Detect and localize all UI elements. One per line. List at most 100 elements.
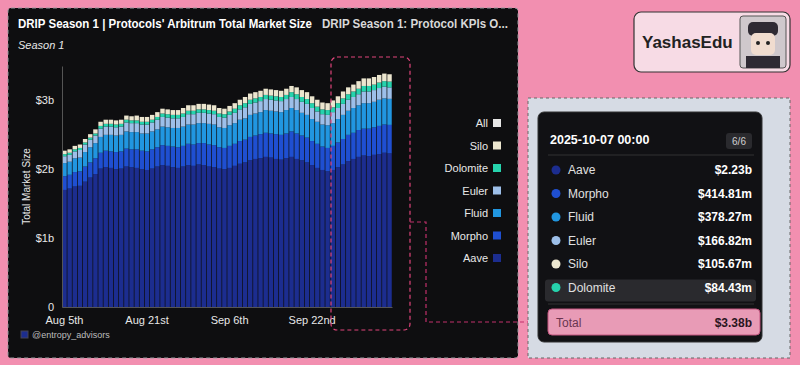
tooltip-row-highlight xyxy=(545,280,756,302)
bar xyxy=(150,169,154,307)
bar xyxy=(387,153,391,307)
legend-swatch xyxy=(493,254,501,262)
bar xyxy=(315,144,319,168)
bar xyxy=(145,170,149,307)
bar xyxy=(367,156,371,307)
bar xyxy=(155,120,159,130)
bar xyxy=(382,74,386,82)
bar xyxy=(181,117,185,127)
bar xyxy=(253,102,257,113)
bar xyxy=(258,97,262,101)
bar xyxy=(289,86,293,92)
page-root: DRIP Season 1 | Protocols' Arbitrum Tota… xyxy=(0,0,800,365)
y-tick-label: $3b xyxy=(36,94,54,106)
bar xyxy=(253,114,257,136)
x-tick-label: Sep 6th xyxy=(211,314,249,326)
bar xyxy=(207,144,211,166)
bar xyxy=(124,149,128,167)
bar-series xyxy=(62,153,391,307)
bar xyxy=(315,100,319,107)
bar xyxy=(284,133,288,158)
bar xyxy=(325,148,329,171)
tooltip-swatch xyxy=(552,213,561,222)
bar xyxy=(315,107,319,112)
bar xyxy=(377,100,381,126)
legend-label: Aave xyxy=(463,252,488,264)
bar xyxy=(145,117,149,122)
bar xyxy=(227,125,231,146)
bar xyxy=(284,110,288,133)
bar xyxy=(320,114,324,124)
bar xyxy=(372,77,376,85)
bar xyxy=(78,186,82,307)
bar xyxy=(212,114,216,124)
bar xyxy=(238,105,242,109)
bar xyxy=(356,105,360,130)
y-axis: 0$1b$2b$3b xyxy=(36,67,63,314)
tooltip-total-box xyxy=(548,309,760,335)
tooltip: 2025-10-07 00:006/6Aave$2.23bMorpho$414.… xyxy=(528,98,790,358)
bar xyxy=(258,134,262,158)
bar xyxy=(155,167,159,307)
bar xyxy=(336,167,340,307)
bar xyxy=(114,169,118,307)
bar xyxy=(248,137,252,160)
bar xyxy=(305,138,309,163)
y-tick: $3b xyxy=(36,94,62,106)
bar xyxy=(362,78,366,86)
bar xyxy=(305,104,309,115)
bar xyxy=(217,117,221,127)
bar xyxy=(310,96,314,103)
bar xyxy=(233,109,237,113)
bar xyxy=(372,90,376,102)
bar xyxy=(294,87,298,94)
bar xyxy=(176,128,180,147)
bar xyxy=(196,109,200,112)
source-label: @entropy_advisors xyxy=(32,330,110,340)
bar xyxy=(109,127,113,135)
bar xyxy=(119,151,123,168)
avatar-eye xyxy=(756,41,760,45)
bar xyxy=(258,112,262,134)
bar xyxy=(356,94,360,105)
bar xyxy=(186,144,190,165)
bar xyxy=(300,136,304,161)
bar xyxy=(165,146,169,166)
tooltip-value: $2.23b xyxy=(715,163,752,177)
bar xyxy=(93,143,97,158)
bar xyxy=(134,123,138,132)
bar xyxy=(140,133,144,150)
bar xyxy=(109,120,113,124)
background xyxy=(0,0,800,365)
bar xyxy=(140,122,144,125)
bar xyxy=(320,147,324,170)
bar xyxy=(165,114,169,117)
bar xyxy=(310,141,314,165)
bar xyxy=(160,114,164,117)
bar xyxy=(93,136,97,144)
badge-box xyxy=(634,12,790,72)
x-tick: Sep 22nd xyxy=(289,307,336,326)
bar xyxy=(78,148,82,150)
connector xyxy=(410,222,548,322)
bar xyxy=(160,165,164,307)
bar-series xyxy=(62,98,391,176)
bar xyxy=(387,82,391,88)
bar xyxy=(217,147,221,168)
bar xyxy=(191,111,195,114)
avatar xyxy=(740,16,786,68)
bar xyxy=(134,120,138,123)
bar xyxy=(160,127,164,146)
bar xyxy=(119,127,123,135)
tab-title: DRIP Season 1: Protocol KPIs O... xyxy=(322,17,508,31)
bar xyxy=(171,115,175,118)
tooltip-name: Dolomite xyxy=(568,281,616,295)
bar xyxy=(88,138,92,140)
bar xyxy=(279,160,283,307)
avatar-eye xyxy=(766,41,770,45)
bar xyxy=(104,167,108,307)
bar xyxy=(171,167,175,307)
bar xyxy=(88,140,92,148)
bar xyxy=(88,134,92,137)
bar xyxy=(88,147,92,162)
